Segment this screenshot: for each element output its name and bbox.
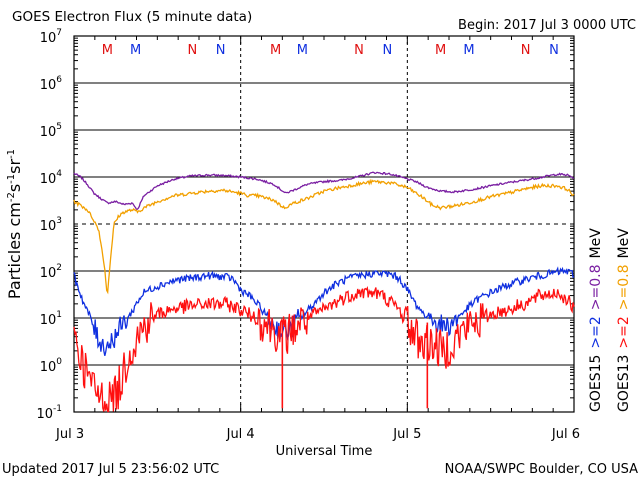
legend-goes15-08mev: >=0.8 [588,264,604,310]
y-axis-title: Particles cm-2s-1sr-1 [5,149,24,299]
x-axis-title: Universal Time [276,444,373,459]
legend-goes15-label: GOES15 [588,355,604,412]
legend-goes13-2mev: >=2 [616,316,632,348]
mn-marker: N [187,43,197,58]
y-axis-title-exp: -2 [6,192,17,202]
legend-row-goes13: GOES13 >=2 >=0.8 MeV [616,228,632,412]
y-axis-title-part: Particles cm [5,202,24,299]
y-axis-title-exp: -1 [6,149,17,159]
legend-goes15-2mev: >=2 [588,316,604,348]
y-tick-label: 101 [40,310,62,328]
y-axis-title-part: s [5,184,24,192]
mn-marker: M [270,43,281,58]
x-tick-label: Jul 6 [551,427,580,442]
x-tick-label: Jul 5 [392,427,421,442]
mn-marker: N [521,43,531,58]
mn-marker: N [354,43,364,58]
series-line [73,286,575,413]
legend-goes15-mev-unit: MeV [588,228,604,259]
legend-goes13-mev-unit: MeV [616,228,632,259]
mn-marker: N [216,43,226,58]
mn-marker: M [130,43,141,58]
y-tick-label: 106 [40,75,63,93]
series-layer [73,171,575,413]
series-line [73,171,575,211]
mn-marker: M [463,43,474,58]
mn-marker: M [102,43,113,58]
y-tick-label: 100 [40,357,63,375]
legend-goes13-08mev: >=0.8 [616,264,632,310]
mn-marker: N [549,43,559,58]
credit-label: NOAA/SWPC Boulder, CO USA [445,462,638,477]
mn-marker: M [297,43,308,58]
grid-lines [73,36,575,412]
series-line [73,178,575,295]
x-tick-labels: Jul 3 Jul 4 Jul 5 Jul 6 [55,427,580,442]
y-tick-label: 103 [40,216,62,234]
x-tick-label: Jul 3 [55,427,84,442]
legend-row-goes15: GOES15 >=2 >=0.8 MeV [588,228,604,412]
y-tick-labels: 10-1 100 101 102 103 104 105 106 107 [36,28,62,422]
y-tick-label: 107 [40,28,62,46]
y-tick-label: 105 [40,122,62,140]
mn-marker: M [435,43,446,58]
x-tick-label: Jul 4 [226,427,255,442]
begin-time-label: Begin: 2017 Jul 3 0000 UTC [458,18,636,33]
legend-goes13-label: GOES13 [616,355,632,412]
y-axis-title-part: sr [5,159,24,174]
y-tick-label: 104 [40,169,63,187]
updated-timestamp: Updated 2017 Jul 5 23:56:02 UTC [2,462,219,477]
mn-marker: N [382,43,392,58]
y-axis-title-exp: -1 [6,174,17,184]
series-line [73,266,575,356]
y-tick-label: 102 [40,263,62,281]
y-tick-label: 10-1 [36,404,62,422]
chart-title: GOES Electron Flux (5 minute data) [12,9,252,25]
